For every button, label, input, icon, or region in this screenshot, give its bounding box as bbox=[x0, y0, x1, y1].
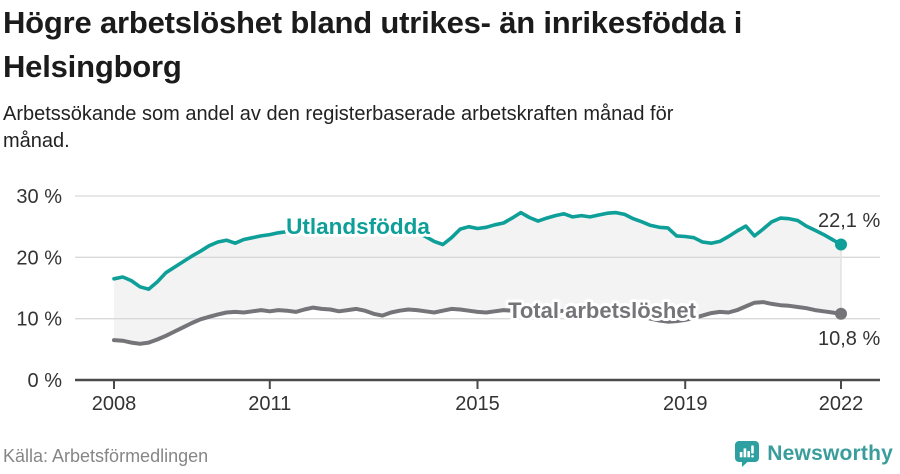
series-line-1 bbox=[112, 300, 843, 346]
chart-subtitle: Arbetssökande som andel av den registerb… bbox=[3, 103, 674, 152]
newsworthy-logo-text: Newsworthy bbox=[767, 442, 893, 465]
source-note: Källa: Arbetsförmedlingen bbox=[3, 446, 209, 466]
x-tick-label: 2008 bbox=[92, 393, 137, 415]
bar-chart-glyph bbox=[740, 445, 755, 458]
x-tick-label: 2019 bbox=[663, 393, 708, 415]
y-tick-label: 20 % bbox=[16, 247, 62, 269]
speech-bubble-shape bbox=[735, 441, 760, 467]
y-tick-label: 30 % bbox=[16, 186, 62, 208]
y-tick-label: 0 % bbox=[28, 370, 63, 392]
newsworthy-brand: Newsworthy bbox=[734, 440, 893, 468]
newsworthy-logo-icon bbox=[735, 441, 760, 467]
x-tick-label: 2015 bbox=[455, 393, 500, 415]
series-label-0: Utlandsfödda bbox=[286, 214, 430, 239]
series-line-0 bbox=[112, 210, 843, 291]
series-end-value-0: 22,1 % bbox=[818, 210, 880, 232]
series-end-dot-0 bbox=[835, 238, 847, 251]
x-tick-label: 2011 bbox=[248, 393, 291, 415]
x-tick-label: 2022 bbox=[819, 393, 864, 415]
line-chart: 2008 2011 2015 2019 2022 0 % 10 % 20 % 30 % Utlan… bbox=[16, 186, 880, 415]
series-end-value-1: 10,8 % bbox=[818, 328, 880, 350]
y-tick-label: 10 % bbox=[16, 309, 62, 331]
chart-title: Högre arbetslöshet bland utrikes- än inr… bbox=[3, 5, 743, 84]
series-end-dot-1 bbox=[835, 307, 847, 320]
series-label-1: Total arbetslöshet bbox=[508, 298, 697, 323]
